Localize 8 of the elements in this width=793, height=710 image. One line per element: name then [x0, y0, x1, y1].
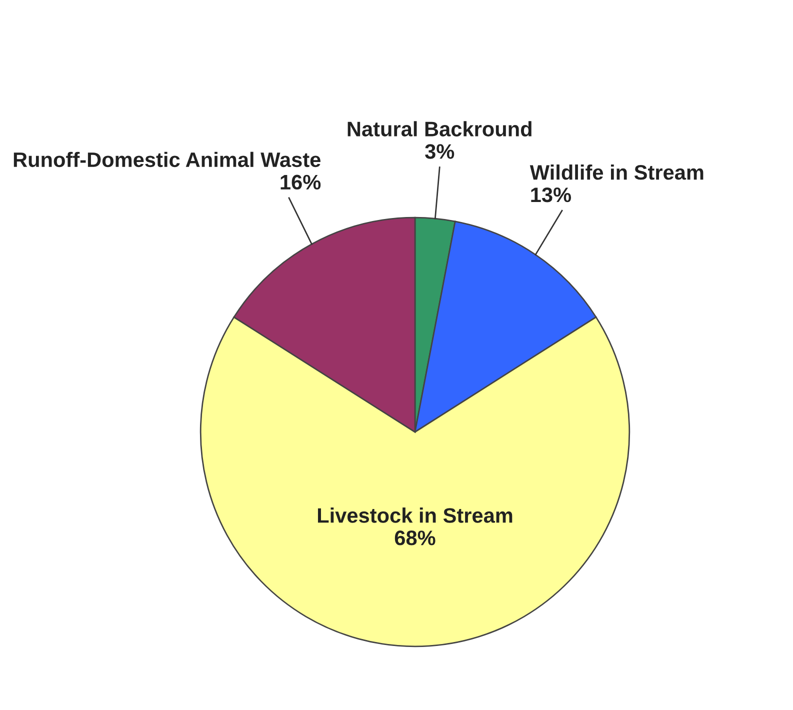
- data-label: 16%: [280, 174, 321, 190]
- data-label: 68%: [394, 530, 436, 546]
- slice-label: Runoff-Domestic Animal Waste: [14, 152, 320, 168]
- data-label: 3%: [425, 144, 454, 159]
- slice-label: Wildlife in Stream: [530, 164, 704, 180]
- slice-label: Natural Backround: [348, 121, 532, 136]
- data-label: 13%: [531, 187, 572, 202]
- slice-label: Livestock in Stream: [318, 508, 512, 523]
